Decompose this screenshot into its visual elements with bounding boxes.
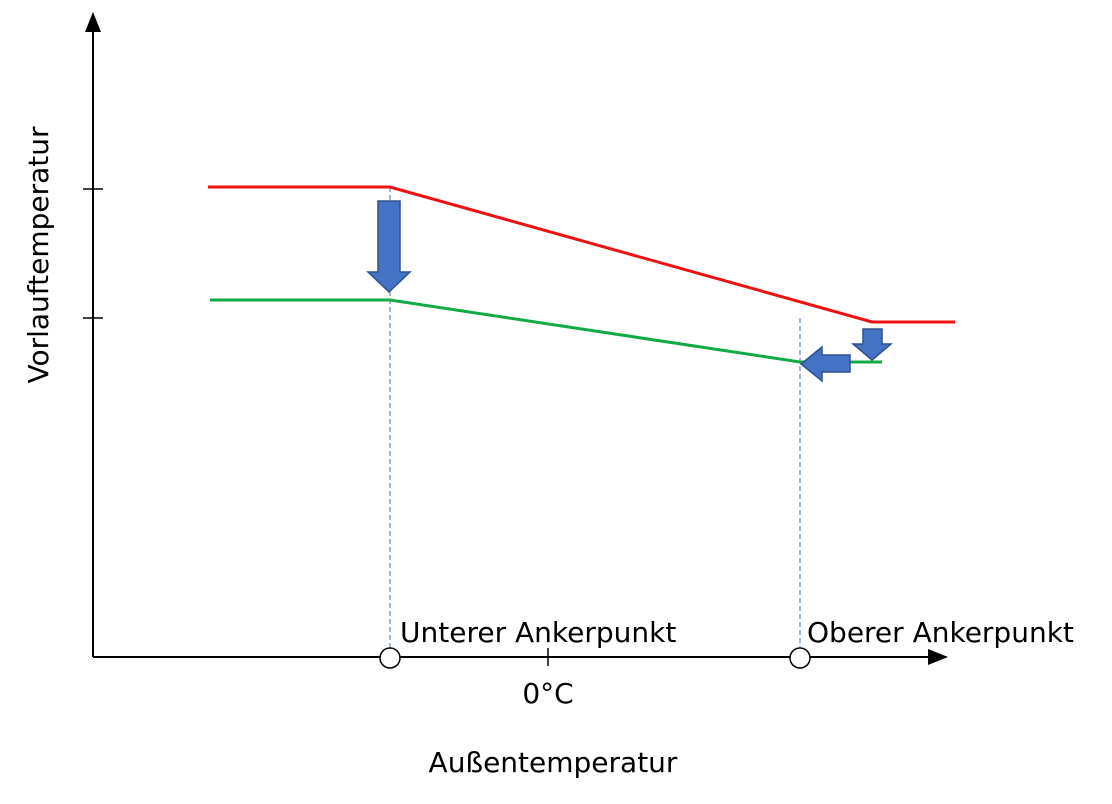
anchor-circle (379, 647, 401, 669)
left-arrow (799, 345, 851, 383)
anchor-circle (789, 647, 811, 669)
y-axis-label: Vorlauftemperatur (22, 126, 55, 384)
green-curve (210, 298, 882, 364)
down-arrow (366, 200, 412, 294)
anchor-label: Oberer Ankerpunkt (807, 616, 1074, 649)
small-down-arrow (850, 328, 894, 361)
red-curve (208, 185, 955, 324)
x-axis-label: Außentemperatur (429, 746, 678, 779)
anchor-label: Unterer Ankerpunkt (400, 616, 676, 649)
x-tick-label: 0°C (522, 677, 573, 710)
